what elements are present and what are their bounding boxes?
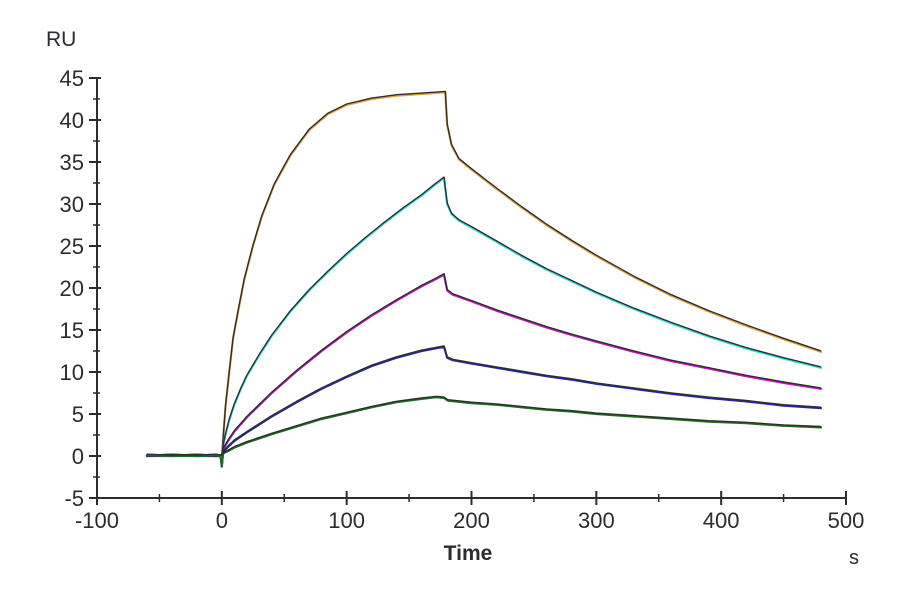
y-tick-label: 30 (60, 192, 84, 217)
y-tick-label: 5 (72, 402, 84, 427)
y-tick-label: 25 (60, 234, 84, 259)
y-tick-label: 20 (60, 276, 84, 301)
y-tick-label: 40 (60, 108, 84, 133)
y-tick-label: 0 (72, 444, 84, 469)
series-5-green-fit-curve (146, 395, 822, 456)
series-1-orange-data-curve (145, 91, 823, 468)
series-2-cyan-fit-curve (146, 176, 822, 456)
x-tick-label: 500 (828, 508, 865, 533)
x-tick-label: 0 (216, 508, 228, 533)
series-2-cyan-data-curve (145, 176, 823, 468)
series-1-orange-fit-curve (146, 90, 822, 456)
y-axis-unit-label: RU (46, 28, 77, 51)
x-tick-label: 200 (453, 508, 490, 533)
x-tick-label: 400 (703, 508, 740, 533)
y-tick-label: 10 (60, 360, 84, 385)
y-tick-label: 15 (60, 318, 84, 343)
x-axis-unit-label: s (849, 547, 859, 569)
y-tick-label: -5 (64, 486, 84, 511)
x-tick-label: 100 (328, 508, 365, 533)
series-5-green-data-curve (145, 396, 823, 467)
x-tick-label: -100 (75, 508, 119, 533)
x-tick-label: 300 (578, 508, 615, 533)
y-tick-label: 35 (60, 150, 84, 175)
series-4-blue-fit-curve (146, 345, 822, 456)
y-tick-label: 45 (60, 66, 84, 91)
x-axis-title-label: Time (443, 542, 493, 565)
